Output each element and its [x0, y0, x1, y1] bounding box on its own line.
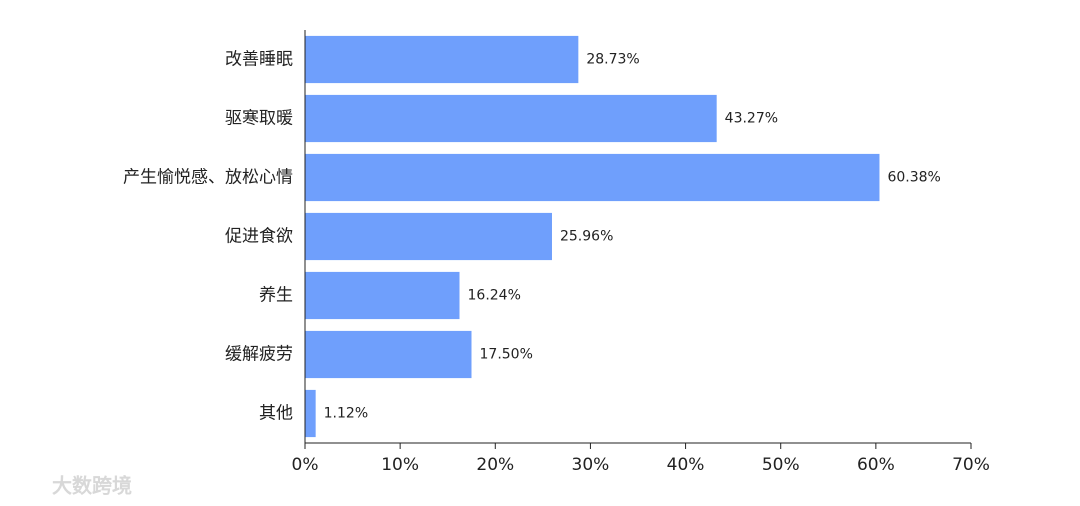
category-label: 其他 — [259, 404, 293, 424]
x-tick-label: 50% — [762, 455, 800, 475]
category-label: 养生 — [259, 286, 293, 306]
value-label: 28.73% — [586, 52, 639, 68]
category-label: 改善睡眠 — [225, 50, 293, 70]
value-label: 1.12% — [324, 406, 368, 422]
x-tick-label: 30% — [572, 455, 610, 475]
bar — [305, 35, 579, 84]
x-tick-label: 0% — [292, 455, 319, 475]
category-label: 产生愉悦感、放松心情 — [123, 168, 293, 188]
watermark: 大数跨境 — [52, 474, 132, 498]
value-label: 17.50% — [480, 347, 533, 363]
value-label: 60.38% — [887, 170, 940, 186]
bar — [305, 212, 552, 261]
bar — [305, 271, 460, 320]
bar — [305, 94, 717, 143]
bar — [305, 153, 880, 202]
category-label: 驱寒取暖 — [225, 109, 293, 129]
value-label: 25.96% — [560, 229, 613, 245]
x-tick-label: 20% — [476, 455, 514, 475]
x-tick-label: 60% — [857, 455, 895, 475]
bar — [305, 389, 316, 438]
x-tick-label: 40% — [667, 455, 705, 475]
x-tick-label: 10% — [381, 455, 419, 475]
value-label: 43.27% — [725, 111, 778, 127]
bar — [305, 330, 472, 379]
category-label: 促进食欲 — [225, 227, 293, 247]
x-tick-label: 70% — [952, 455, 990, 475]
value-label: 16.24% — [468, 288, 521, 304]
category-label: 缓解疲劳 — [225, 345, 293, 365]
